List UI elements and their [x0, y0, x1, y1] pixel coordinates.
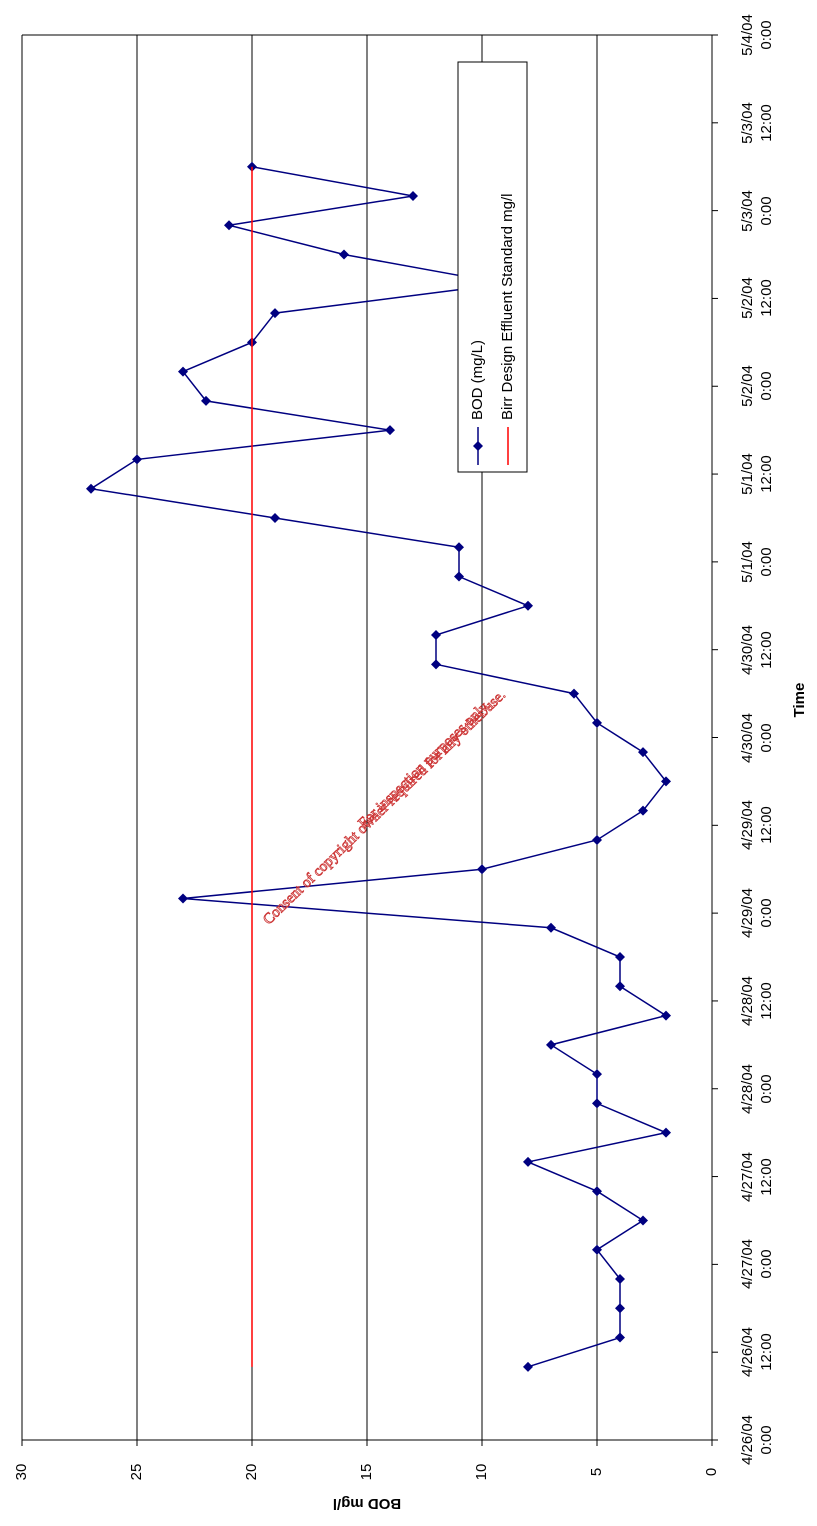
data-point — [592, 1244, 602, 1255]
series-line — [88, 165, 669, 1368]
data-point — [592, 834, 602, 845]
y-axis-title: BOD mg/l — [333, 1495, 401, 1512]
data-point — [592, 1186, 602, 1197]
y-tick-label: 15 — [358, 1464, 375, 1481]
data-point — [615, 1303, 625, 1314]
y-tick-label: 25 — [128, 1464, 145, 1481]
data-point — [523, 600, 533, 611]
data-point — [270, 512, 280, 523]
data-point — [638, 805, 648, 816]
data-point — [132, 454, 142, 465]
data-point — [615, 1332, 625, 1343]
data-point — [454, 542, 464, 553]
data-point — [431, 630, 441, 641]
data-point — [661, 1127, 671, 1138]
data-point — [638, 747, 648, 758]
x-tick-label: 4/29/04 0:00 — [739, 888, 775, 939]
data-point — [86, 483, 96, 494]
data-point — [431, 659, 441, 670]
data-point — [523, 1361, 533, 1372]
data-point — [569, 688, 579, 699]
y-tick-label: 10 — [473, 1464, 490, 1481]
x-tick-label: 4/28/04 0:00 — [739, 1063, 775, 1114]
data-point — [224, 220, 234, 231]
x-tick-label: 5/1/04 12:00 — [739, 453, 775, 495]
legend-box — [457, 61, 528, 473]
x-tick-label: 5/3/04 12:00 — [739, 101, 775, 144]
x-tick-label: 4/26/04 12:00 — [739, 1327, 775, 1378]
data-point — [638, 1215, 648, 1226]
data-point — [592, 1069, 602, 1080]
x-tick-label: 4/29/04 12:00 — [739, 800, 775, 851]
data-point — [661, 776, 671, 787]
legend-label: Birr Design Effluent Standard mg/l — [499, 193, 516, 420]
x-tick-label: 5/4/04 0:00 — [739, 14, 775, 56]
x-tick-label: 4/27/04 12:00 — [739, 1151, 775, 1202]
y-tick-label: 5 — [588, 1468, 605, 1476]
data-point — [178, 366, 188, 377]
x-tick-label: 4/26/04 0:00 — [739, 1414, 775, 1466]
x-tick-label: 5/2/04 0:00 — [739, 365, 775, 408]
data-point — [339, 249, 349, 260]
data-point — [592, 1098, 602, 1109]
data-point — [477, 864, 487, 875]
y-tick-label: 20 — [243, 1464, 260, 1481]
data-point — [454, 571, 464, 582]
x-tick-label: 4/28/04 12:00 — [739, 975, 775, 1026]
data-point — [546, 1039, 556, 1050]
data-point — [270, 308, 280, 319]
data-point — [546, 922, 556, 933]
x-tick-label: 5/1/04 0:00 — [739, 541, 775, 583]
data-point — [523, 1156, 533, 1167]
y-tick-label: 0 — [703, 1468, 720, 1476]
data-point — [615, 981, 625, 992]
x-tick-label: 4/30/04 0:00 — [739, 712, 775, 763]
x-tick-label: 4/27/04 0:00 — [739, 1239, 775, 1290]
data-point — [615, 952, 625, 963]
legend-label: BOD (mg/L) — [469, 340, 486, 420]
x-tick-label: 5/2/04 12:00 — [739, 277, 775, 320]
data-point — [615, 1274, 625, 1285]
watermark: Consent of copyright owner required for … — [260, 687, 509, 928]
data-point — [592, 717, 602, 728]
x-tick-label: 5/3/04 0:00 — [739, 189, 775, 232]
x-tick-label: 4/30/04 12:00 — [739, 624, 775, 675]
data-point — [408, 190, 418, 201]
data-point — [385, 425, 395, 436]
data-point — [661, 1010, 671, 1021]
data-point — [178, 893, 188, 904]
x-axis-title: Time — [791, 683, 808, 718]
data-point — [201, 395, 211, 406]
y-tick-label: 30 — [13, 1464, 30, 1481]
legend-marker — [473, 441, 483, 451]
